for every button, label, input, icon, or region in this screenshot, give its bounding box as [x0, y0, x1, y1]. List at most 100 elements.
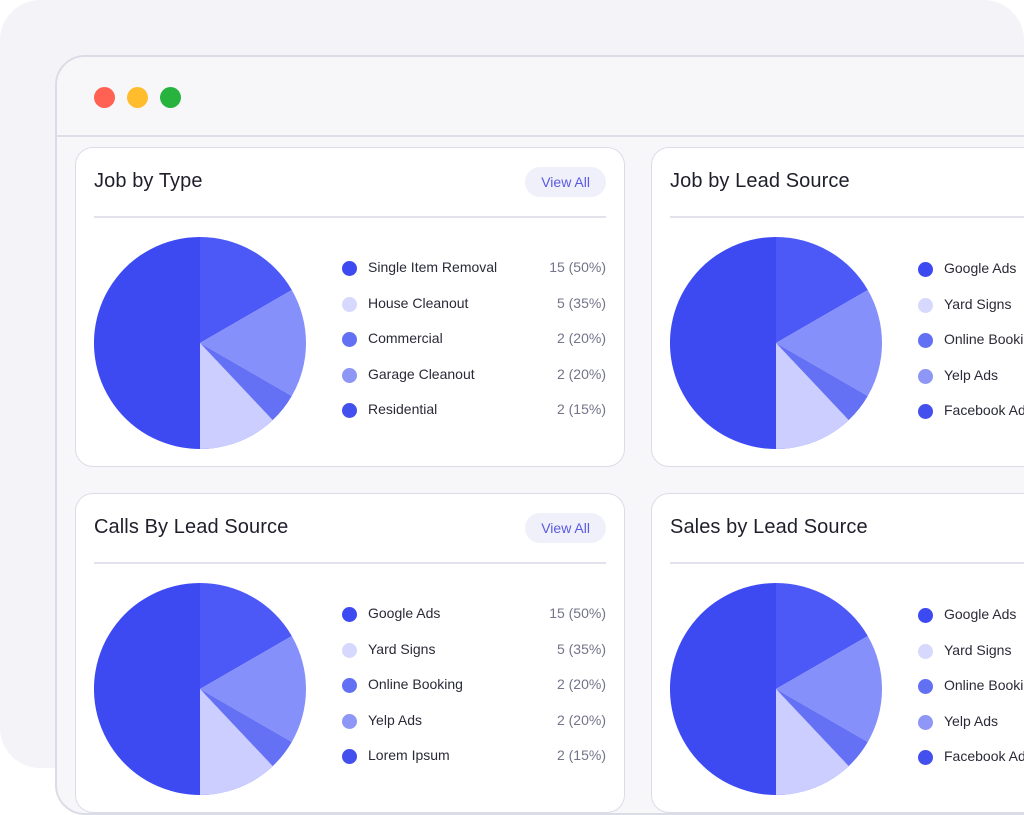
- legend-label: Google Ads: [368, 605, 441, 621]
- legend-swatch: [342, 713, 357, 729]
- card-title: Calls By Lead Source: [94, 516, 289, 538]
- card-divider: [670, 216, 1024, 218]
- legend-label: Yard Signs: [944, 641, 1012, 658]
- close-window-button[interactable]: [94, 87, 115, 108]
- calls-by-lead-source-card: Calls By Lead Source View All Google Ads…: [75, 493, 625, 813]
- legend-label: Online Booking: [944, 331, 1024, 347]
- legend-label: Google Ads: [944, 606, 1017, 622]
- pie-slice: [200, 636, 306, 742]
- legend-value: 5 (35%): [556, 294, 606, 311]
- card-title: Job by Lead Source: [670, 170, 850, 192]
- legend-item: Yard Signs 5 (35%): [342, 641, 606, 677]
- legend-label: Single Item Removal: [368, 259, 498, 275]
- pie-slice: [776, 583, 868, 689]
- legend-label: Yard Signs: [944, 295, 1012, 312]
- legend-label: Lorem Ipsum: [368, 747, 450, 763]
- legend-swatch: [918, 714, 933, 730]
- pie-slice: [776, 290, 882, 396]
- legend-swatch: [342, 749, 357, 764]
- legend-item: Yelp Ads: [918, 367, 1024, 403]
- legend-label: Online Booking: [944, 677, 1024, 693]
- pie-slice: [200, 689, 292, 767]
- legend-swatch: [918, 750, 933, 765]
- legend-swatch: [918, 262, 933, 277]
- legend-swatch: [918, 643, 933, 659]
- legend-item: Commercial 2 (20%): [342, 330, 606, 366]
- pie-slice: [776, 636, 882, 742]
- pie-slice: [776, 237, 868, 343]
- legend-item: Facebook Ads: [918, 748, 1024, 784]
- legend-label: Yelp Ads: [944, 712, 998, 729]
- pie-slice: [200, 290, 306, 396]
- pie-chart: [94, 583, 306, 795]
- legend-swatch: [342, 607, 357, 622]
- legend-swatch: [342, 367, 357, 383]
- legend-swatch: [918, 368, 933, 384]
- maximize-window-button[interactable]: [160, 87, 181, 108]
- legend-item: House Cleanout 5 (35%): [342, 295, 606, 331]
- pie-chart: [94, 237, 306, 449]
- minimize-window-button[interactable]: [127, 87, 148, 108]
- legend-label: Yard Signs: [368, 640, 436, 657]
- pie-slice: [200, 237, 292, 343]
- card-divider: [94, 562, 606, 564]
- legend-item: Facebook Ads: [918, 402, 1024, 438]
- pie-slice: [200, 343, 292, 421]
- legend-label: Facebook Ads: [944, 748, 1024, 764]
- legend-swatch: [342, 332, 357, 347]
- pie-slice: [200, 583, 292, 689]
- card-title: Sales by Lead Source: [670, 516, 868, 538]
- pie-slice: [200, 343, 273, 449]
- legend-label: Yelp Ads: [368, 711, 422, 728]
- legend-value: 5 (35%): [556, 640, 606, 657]
- view-all-button[interactable]: View All: [525, 513, 606, 543]
- legend-label: Garage Cleanout: [368, 365, 475, 382]
- legend-item: Yelp Ads 2 (20%): [342, 712, 606, 748]
- legend-swatch: [342, 403, 357, 418]
- pie-slice: [776, 689, 868, 767]
- pie-chart: [670, 583, 882, 795]
- chart-legend: Google Ads 15 (50%) Yard Signs 5 (35%) O…: [342, 605, 606, 783]
- legend-item: Google Ads 15 (50%): [342, 605, 606, 641]
- sales-by-lead-source-card: Sales by Lead Source Google Ads Yard Sig…: [651, 493, 1024, 813]
- legend-swatch: [342, 642, 357, 658]
- legend-item: Online Booking: [918, 331, 1024, 367]
- view-all-button[interactable]: View All: [525, 167, 606, 197]
- legend-label: Facebook Ads: [944, 402, 1024, 418]
- legend-value: 2 (20%): [556, 330, 606, 346]
- legend-swatch: [342, 261, 357, 276]
- legend-value: 2 (15%): [556, 401, 606, 417]
- legend-value: 2 (20%): [556, 676, 606, 692]
- legend-label: Residential: [368, 401, 438, 417]
- legend-swatch: [918, 608, 933, 623]
- legend-item: Garage Cleanout 2 (20%): [342, 366, 606, 402]
- legend-item: Google Ads: [918, 260, 1024, 296]
- legend-swatch: [918, 679, 933, 694]
- legend-item: Lorem Ipsum 2 (15%): [342, 747, 606, 783]
- legend-item: Yelp Ads: [918, 713, 1024, 749]
- legend-item: Online Booking 2 (20%): [342, 676, 606, 712]
- legend-value: 2 (20%): [556, 711, 606, 728]
- legend-item: Google Ads: [918, 606, 1024, 642]
- legend-value: 2 (15%): [556, 747, 606, 763]
- legend-label: Commercial: [368, 330, 443, 346]
- legend-item: Yard Signs: [918, 642, 1024, 678]
- legend-label: Online Booking: [368, 676, 463, 692]
- card-title: Job by Type: [94, 170, 203, 192]
- chart-legend: Single Item Removal 15 (50%) House Clean…: [342, 259, 606, 437]
- legend-value: 2 (20%): [556, 365, 606, 382]
- legend-value: 15 (50%): [549, 605, 606, 621]
- job-by-type-card: Job by Type View All Single Item Removal…: [75, 147, 625, 467]
- legend-swatch: [918, 333, 933, 348]
- legend-label: Yelp Ads: [944, 366, 998, 383]
- legend-item: Online Booking: [918, 677, 1024, 713]
- legend-item: Yard Signs: [918, 296, 1024, 332]
- chart-legend: Google Ads Yard Signs Online Booking Yel…: [918, 606, 1024, 784]
- pie-slice: [776, 343, 868, 421]
- job-by-lead-source-card: Job by Lead Source Google Ads Yard Signs…: [651, 147, 1024, 467]
- card-divider: [670, 562, 1024, 564]
- app-window: Job by Type View All Single Item Removal…: [55, 55, 1024, 815]
- legend-item: Residential 2 (15%): [342, 401, 606, 437]
- legend-item: Single Item Removal 15 (50%): [342, 259, 606, 295]
- pie-chart: [670, 237, 882, 449]
